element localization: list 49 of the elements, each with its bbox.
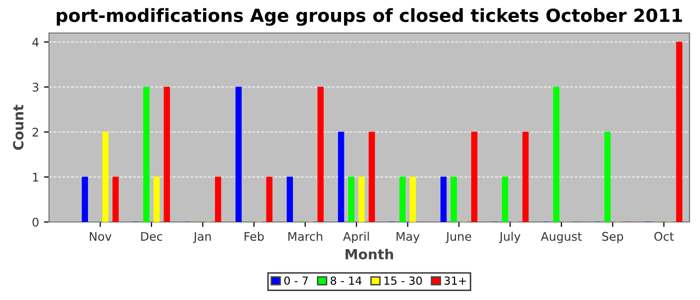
- bar: [604, 132, 611, 222]
- legend-label: 31+: [444, 276, 466, 285]
- legend-label: 15 - 30: [384, 276, 422, 285]
- bar: [450, 176, 457, 222]
- bar: [676, 42, 682, 222]
- bar: [368, 132, 375, 222]
- bar: [399, 176, 406, 222]
- y-axis-title: Count: [13, 104, 24, 150]
- bar: [164, 86, 170, 222]
- bar: [317, 86, 324, 222]
- bar: [338, 132, 344, 222]
- legend-label: 8 - 14: [330, 276, 362, 285]
- x-tick-label: April: [343, 232, 369, 244]
- bar: [235, 86, 242, 222]
- bar: [143, 86, 150, 222]
- x-tick-label: May: [396, 232, 420, 244]
- x-tick-label: Feb: [244, 232, 264, 241]
- x-tick-label: Jan: [193, 232, 211, 244]
- y-tick-label: 4: [32, 38, 39, 46]
- y-tick-label: 1: [33, 172, 38, 182]
- bar: [522, 132, 529, 222]
- x-tick-label: Sep: [602, 232, 624, 244]
- x-tick-label: Nov: [90, 232, 112, 241]
- bar: [348, 176, 354, 222]
- bar: [266, 176, 272, 222]
- bar: [214, 176, 222, 222]
- bar: [154, 176, 160, 222]
- y-tick-label: 2: [32, 128, 38, 136]
- bar: [440, 176, 447, 222]
- bar: [410, 176, 416, 222]
- bar: [102, 132, 108, 222]
- x-tick-label: March: [288, 232, 322, 241]
- bar: [471, 132, 478, 222]
- y-tick-label: 3: [32, 82, 38, 92]
- bar: [358, 176, 365, 222]
- x-tick-label: August: [540, 232, 582, 244]
- bar: [502, 176, 508, 222]
- bar: [112, 176, 119, 222]
- x-tick-label: Dec: [141, 232, 162, 241]
- bar: [82, 176, 88, 222]
- x-tick-label: Oct: [654, 232, 674, 241]
- x-axis-title: Month: [346, 248, 394, 260]
- bar: [286, 176, 293, 222]
- legend-label: 0 - 7: [284, 276, 308, 285]
- x-tick-label: June: [445, 232, 472, 244]
- chart-title: port-modifications Age groups of closed tickets October 2011: [56, 8, 682, 26]
- y-tick-label: 0: [32, 218, 38, 227]
- bar: [553, 86, 560, 222]
- x-tick-label: July: [498, 232, 520, 244]
